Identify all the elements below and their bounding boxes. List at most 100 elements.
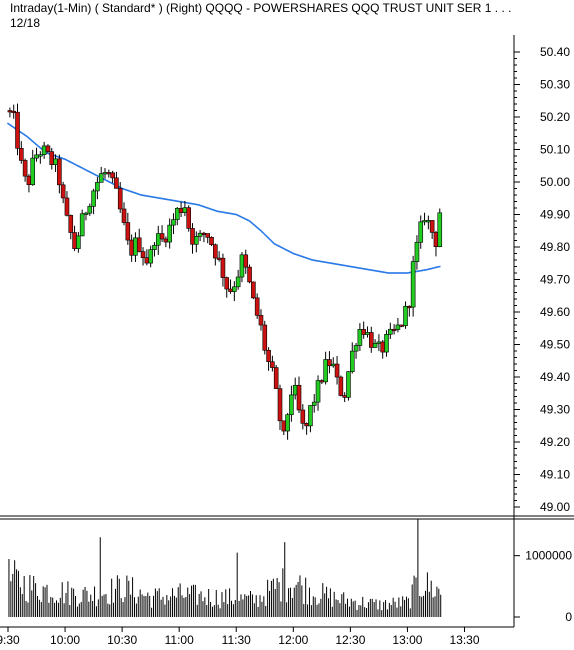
- price-tick-label: 49.40: [540, 370, 570, 384]
- candle-down: [342, 395, 347, 398]
- candle-up: [167, 224, 172, 243]
- price-axis: 50.40 50.30 50.20 50.10 50.00 49.90 49.80 49.70…: [514, 45, 570, 514]
- candle-up: [388, 328, 393, 335]
- candle-down: [334, 363, 340, 378]
- candle-up: [235, 276, 241, 288]
- volume-bars: [8, 518, 442, 617]
- price-tick-label: 49.10: [540, 468, 570, 482]
- candle-down: [243, 254, 249, 268]
- candle-down: [281, 420, 287, 432]
- price-tick-label: 49.50: [540, 338, 570, 352]
- candle-down: [159, 233, 165, 240]
- candle-up: [34, 154, 39, 159]
- candle-up: [365, 332, 370, 335]
- candle-down: [429, 220, 435, 233]
- time-axis: 9:30 10:00 10:30 11:00 11:30 12:00 12:30 13:00 1…: [0, 627, 480, 647]
- candle-up: [41, 145, 47, 156]
- candle-up: [315, 380, 321, 403]
- candle-down: [11, 110, 17, 114]
- candle-down: [186, 207, 191, 229]
- candle-down: [220, 257, 226, 278]
- candle-up: [292, 384, 298, 396]
- candle-down: [163, 238, 169, 243]
- candle-down: [304, 423, 309, 427]
- candle-up: [395, 324, 401, 330]
- candle-down: [125, 222, 131, 241]
- candle-down: [251, 281, 256, 299]
- candle-up: [98, 173, 104, 183]
- candle-up: [330, 363, 336, 367]
- candle-down: [136, 237, 142, 252]
- candle-up: [437, 212, 443, 247]
- candle-up: [182, 207, 188, 213]
- candle-down: [178, 207, 184, 213]
- candle-up: [239, 254, 245, 278]
- candle-down: [228, 288, 233, 292]
- candle-down: [407, 305, 412, 309]
- candle-down: [262, 324, 268, 351]
- candle-down: [277, 388, 283, 422]
- candle-up: [349, 350, 355, 372]
- candle-down: [19, 148, 24, 161]
- candle-up: [95, 182, 100, 192]
- candle-up: [357, 329, 363, 346]
- candle-up: [384, 333, 389, 353]
- price-tick-label: 49.30: [540, 403, 570, 417]
- candle-up: [171, 219, 176, 226]
- moving-average-line: [7, 122, 441, 274]
- volume-tick-label: 0: [565, 610, 572, 624]
- candle-up: [155, 233, 161, 246]
- candle-up: [353, 345, 359, 352]
- time-tick-label: 9:30: [0, 633, 20, 647]
- candle-up: [403, 305, 408, 326]
- candle-down: [68, 215, 74, 233]
- candle-down: [205, 233, 211, 238]
- candle-down: [117, 188, 123, 210]
- candle-up: [87, 205, 93, 214]
- candle-up: [426, 220, 431, 223]
- candle-up: [418, 221, 424, 243]
- price-tick-label: 50.10: [540, 143, 570, 157]
- candle-up: [410, 261, 416, 308]
- candle-down: [399, 324, 405, 327]
- candle-up: [148, 249, 153, 264]
- candle-down: [190, 228, 195, 245]
- candle-up: [174, 207, 180, 220]
- price-tick-label: 50.40: [540, 45, 570, 59]
- price-tick-label: 49.80: [540, 240, 570, 254]
- chart-frame: [0, 35, 574, 628]
- candle-down: [327, 359, 332, 367]
- price-tick-label: 49.60: [540, 305, 570, 319]
- candle-up: [323, 359, 328, 383]
- candle-down: [15, 111, 20, 149]
- price-tick-label: 49.70: [540, 273, 570, 287]
- candle-down: [106, 172, 112, 175]
- candle-up: [152, 244, 157, 250]
- candle-down: [216, 257, 222, 260]
- candle-down: [273, 367, 279, 389]
- price-tick-label: 50.20: [540, 110, 570, 124]
- candle-up: [422, 220, 427, 223]
- volume-tick-label: 1000000: [525, 549, 572, 563]
- candle-down: [266, 349, 271, 363]
- candle-down: [361, 329, 366, 335]
- price-tick-label: 49.00: [540, 500, 570, 514]
- candle-up: [308, 405, 313, 427]
- candle-down: [433, 232, 439, 247]
- chart-title: Intraday(1-Min) ( Standard* ) (Right) QQ…: [10, 1, 512, 15]
- candle-down: [49, 151, 55, 165]
- candle-down: [144, 257, 150, 264]
- time-tick-label: 10:30: [107, 633, 137, 647]
- candle-up: [372, 342, 378, 348]
- time-tick-label: 12:00: [278, 633, 308, 647]
- candle-up: [311, 401, 317, 406]
- time-tick-label: 13:30: [449, 633, 479, 647]
- candle-down: [121, 208, 127, 223]
- price-tick-label: 50.00: [540, 175, 570, 189]
- candle-down: [110, 172, 115, 179]
- price-tick-label: 50.30: [540, 78, 570, 92]
- candle-down: [224, 277, 230, 290]
- candle-up: [232, 286, 237, 292]
- candle-down: [60, 184, 66, 199]
